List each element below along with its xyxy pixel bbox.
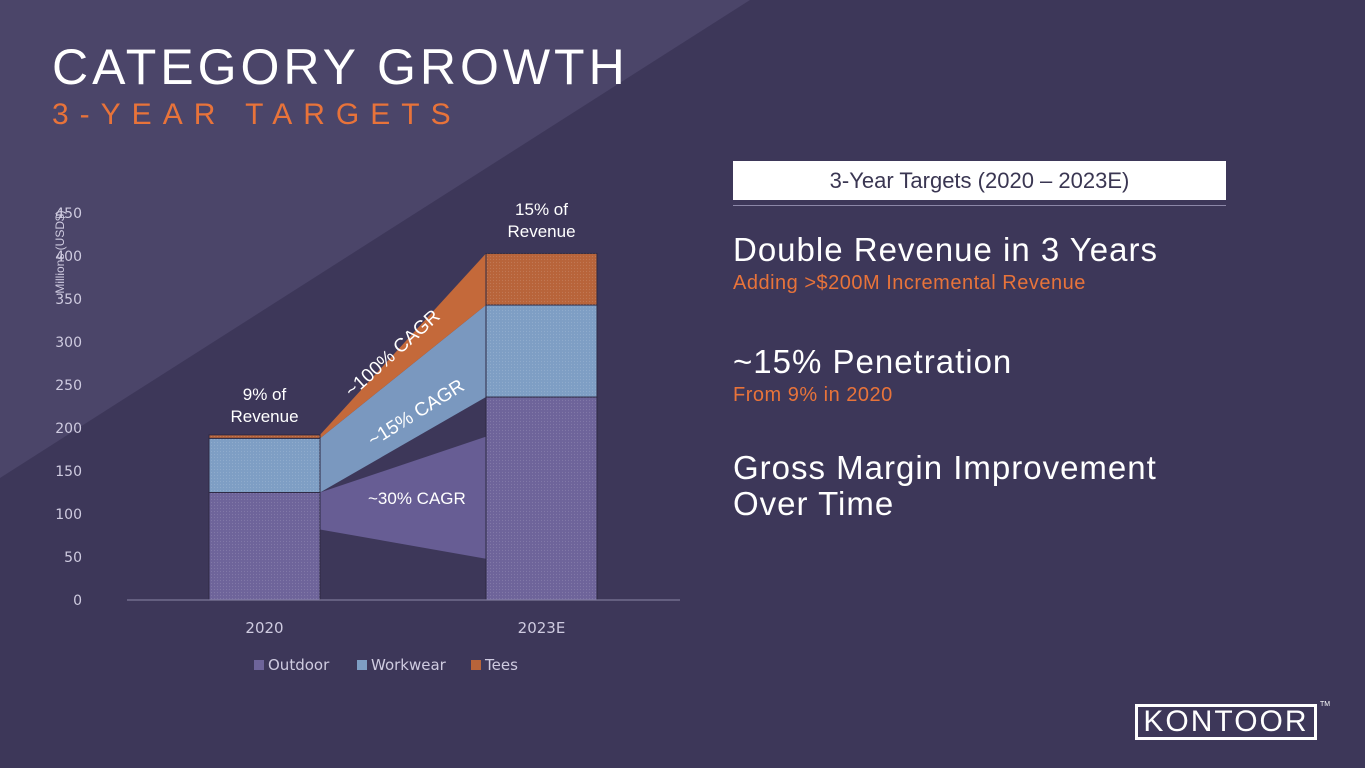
y-tick-label: 250: [55, 378, 82, 394]
legend-swatch-outdoor: [254, 660, 264, 670]
cagr-label-outdoor: ~30% CAGR: [368, 489, 466, 508]
bar-texture: [209, 492, 320, 600]
bar-annotation: Revenue: [507, 222, 575, 241]
divider: [733, 205, 1226, 206]
legend-label-workwear: Workwear: [371, 656, 447, 674]
legend-label-tees: Tees: [484, 656, 518, 674]
target-headline: Gross Margin Improvement: [733, 449, 1157, 486]
targets-header: 3-Year Targets (2020 – 2023E): [733, 161, 1226, 200]
legend-swatch-workwear: [357, 660, 367, 670]
trademark-mark: TM: [1320, 701, 1331, 708]
target-headline: ~15% Penetration: [733, 343, 1013, 380]
target-double-revenue: Double Revenue in 3 Years Adding >$200M …: [733, 231, 1158, 295]
y-tick-label: 400: [55, 249, 82, 265]
target-detail: Adding >$200M Incremental Revenue: [733, 272, 1086, 295]
target-detail: From 9% in 2020: [733, 384, 893, 407]
page-subtitle: 3-YEAR TARGETS: [52, 98, 462, 131]
y-tick-label: 200: [55, 421, 82, 437]
y-tick-label: 350: [55, 292, 82, 308]
bar-texture: [486, 253, 597, 306]
legend-swatch-tees: [471, 660, 481, 670]
flow-band-tees: [320, 253, 486, 439]
flow-band-workwear: [320, 305, 486, 493]
y-tick-label: 150: [55, 464, 82, 480]
legend-label-outdoor: Outdoor: [268, 656, 330, 674]
y-tick-label: 100: [55, 507, 82, 523]
bar-annotation: 15% of: [515, 200, 568, 219]
bar-annotation: 9% of: [243, 385, 287, 404]
x-tick-label: 2020: [245, 619, 283, 637]
y-axis-label: Millions (USD$): [53, 210, 67, 293]
target-penetration: ~15% Penetration From 9% in 2020: [733, 343, 1013, 407]
bar-texture: [209, 434, 320, 439]
kontoor-logo: KONTOOR: [1135, 704, 1317, 740]
x-tick-label: 2023E: [518, 619, 566, 637]
y-tick-label: 450: [55, 206, 82, 222]
target-headline-line2: Over Time: [733, 485, 895, 523]
bar-texture: [486, 305, 597, 398]
y-tick-label: 50: [64, 550, 82, 566]
y-tick-label: 300: [55, 335, 82, 351]
target-gross-margin: Gross Margin Improvement Over Time: [733, 449, 1157, 523]
target-headline: Double Revenue in 3 Years: [733, 231, 1158, 268]
bar-texture: [209, 438, 320, 493]
y-tick-label: 0: [73, 593, 82, 609]
flow-band-outdoor: [320, 436, 486, 559]
page-title: CATEGORY GROWTH: [52, 39, 629, 95]
bar-texture: [486, 397, 597, 600]
bar-annotation: Revenue: [230, 407, 298, 426]
